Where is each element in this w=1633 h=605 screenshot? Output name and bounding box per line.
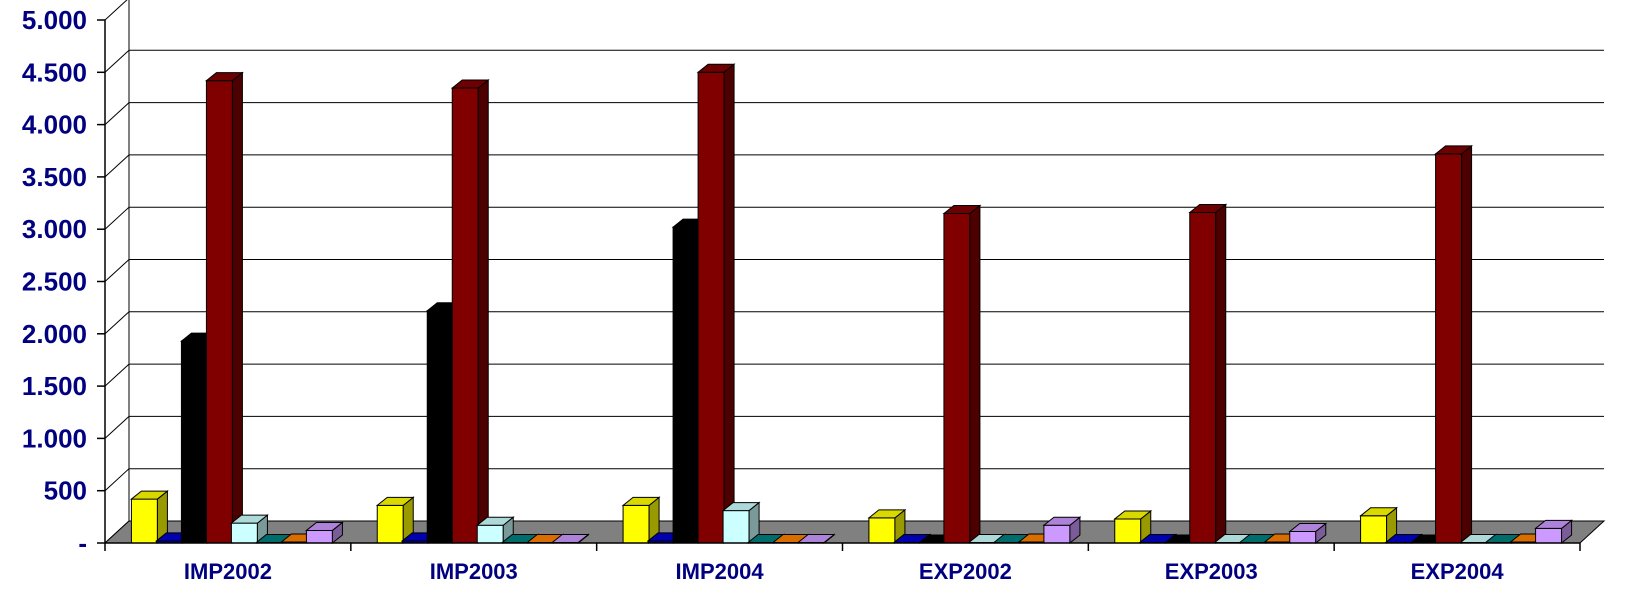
- bar: [1434, 144, 1474, 545]
- bar: [204, 71, 244, 545]
- bar: [867, 508, 907, 545]
- y-tick-label: 4.000: [22, 110, 87, 140]
- y-tick-label: 1.500: [22, 371, 87, 401]
- axes: [97, 0, 1581, 551]
- gridline-wall-diagonal: [104, 311, 130, 335]
- bar: [1188, 203, 1228, 545]
- y-tick-label: 5.000: [22, 5, 87, 35]
- gridline-wall-diagonal: [104, 363, 130, 387]
- bar: [1288, 522, 1328, 545]
- x-tick-label: EXP2004: [1411, 559, 1505, 584]
- gridline-wall-diagonal: [104, 154, 130, 178]
- y-axis-tick-labels: - 500 1.000 1.500 2.000 2.500 3.000 3.500 4.000 4…: [22, 5, 87, 558]
- y-tick-label: 2.000: [22, 319, 87, 349]
- x-tick-label: EXP2003: [1165, 559, 1258, 584]
- y-tick-label: 2.500: [22, 267, 87, 297]
- y-tick-label: 4.500: [22, 57, 87, 87]
- gridline-wall-diagonal: [104, 102, 130, 125]
- y-tick-label: 1.000: [22, 423, 87, 453]
- gridline-wall-diagonal: [104, 468, 130, 492]
- bar: [721, 501, 761, 545]
- gridline-wall-diagonal: [104, 0, 128, 21]
- bar: [1042, 516, 1082, 545]
- gridline-wall-diagonal: [104, 416, 130, 439]
- y-tick-label: -: [78, 528, 87, 558]
- x-tick-label: EXP2002: [919, 559, 1012, 584]
- y-tick-label: 3.000: [22, 214, 87, 244]
- bar: [1359, 506, 1399, 545]
- x-tick-label: IMP2004: [676, 559, 765, 584]
- bar: [450, 78, 490, 545]
- gridlines: [104, 0, 1604, 544]
- bar: [129, 490, 169, 545]
- bar: [696, 63, 736, 545]
- bar: [1534, 519, 1574, 545]
- y-tick-label: 500: [44, 476, 87, 506]
- y-tick-label: 3.500: [22, 162, 87, 192]
- x-tick-label: IMP2003: [430, 559, 518, 584]
- bar: [1113, 509, 1153, 545]
- bar: [375, 496, 415, 545]
- gridline-wall-diagonal: [104, 49, 130, 73]
- gridline-wall-diagonal: [104, 259, 130, 282]
- bars: [129, 63, 1574, 545]
- bar: [304, 521, 344, 545]
- bar: [942, 204, 982, 545]
- x-tick-label: IMP2002: [184, 559, 272, 584]
- gridline-wall-diagonal: [104, 206, 130, 230]
- x-axis-tick-labels: IMP2002 IMP2003 IMP2004 EXP2002 EXP2003 EXP20…: [184, 559, 1504, 584]
